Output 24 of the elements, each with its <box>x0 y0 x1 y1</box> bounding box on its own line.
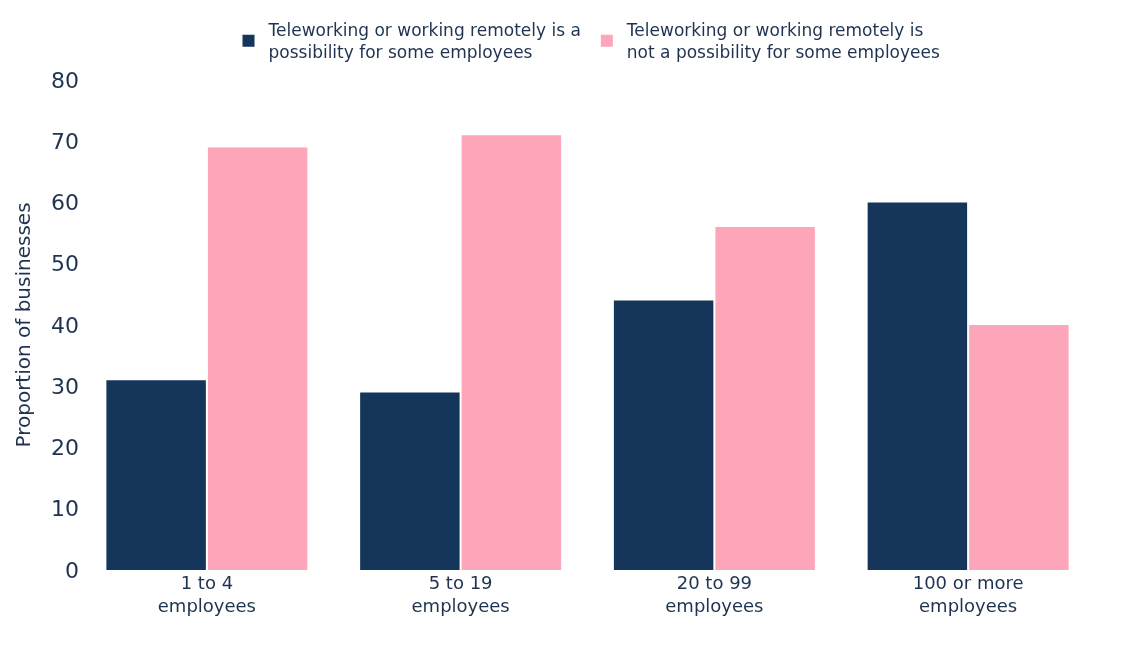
legend-label: Teleworking or working remotely is a possibility for some employees <box>267 20 581 63</box>
y-tick-label: 10 <box>51 496 79 522</box>
y-tick-label: 40 <box>51 312 79 338</box>
bar <box>969 325 1069 570</box>
bar <box>360 392 460 570</box>
x-tick-label: 100 or more employees <box>912 572 1024 617</box>
bar <box>715 227 815 570</box>
y-tick-label: 20 <box>51 435 79 461</box>
bar <box>207 147 308 570</box>
y-tick-label: 80 <box>51 67 79 93</box>
legend-label: Teleworking or working remotely is not a possibility for some employees <box>625 20 940 63</box>
y-axis-title: Proportion of businesses <box>10 202 35 448</box>
y-tick-label: 0 <box>65 557 79 583</box>
y-tick-label: 30 <box>51 373 79 399</box>
bar <box>106 380 206 570</box>
x-tick-label: 1 to 4 employees <box>157 572 256 617</box>
bar <box>461 135 562 570</box>
bar <box>867 202 968 570</box>
x-tick-label: 5 to 19 employees <box>411 572 510 617</box>
bar <box>613 300 714 570</box>
x-tick-label: 20 to 99 employees <box>665 572 764 617</box>
y-tick-label: 70 <box>51 128 79 154</box>
y-tick-label: 60 <box>51 190 79 216</box>
y-tick-label: 50 <box>51 251 79 277</box>
